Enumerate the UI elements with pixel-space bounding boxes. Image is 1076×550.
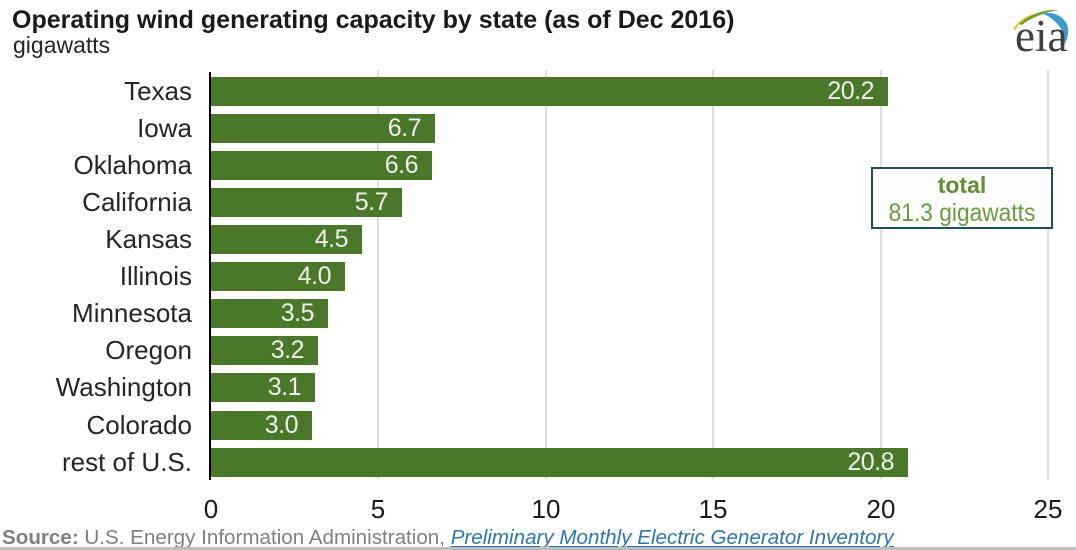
svg-text:eia: eia bbox=[1015, 11, 1067, 56]
